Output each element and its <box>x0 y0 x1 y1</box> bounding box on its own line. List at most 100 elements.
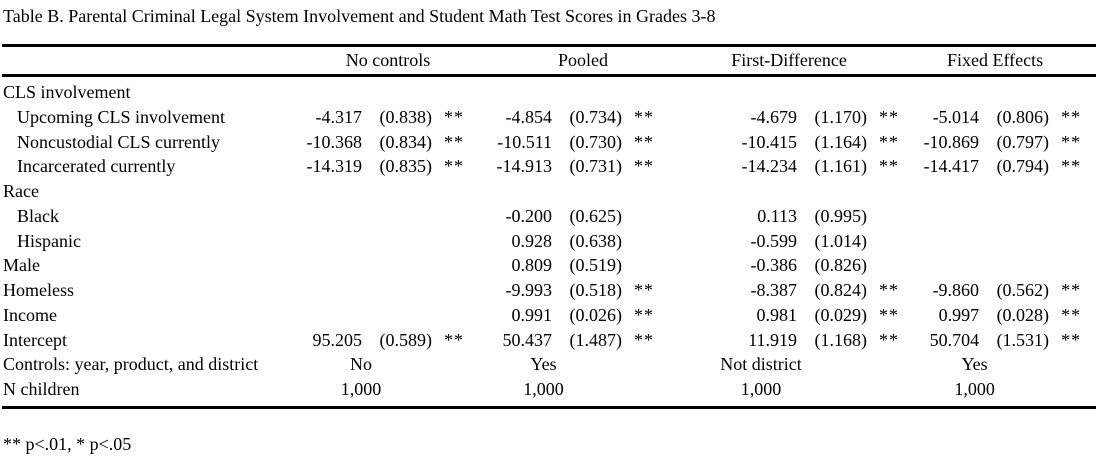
se-value: (0.794) <box>996 156 1050 177</box>
table-row: Controls: year, product, and district No Y… <box>2 352 1096 377</box>
sig-stars: ** <box>634 131 655 152</box>
se-value: (0.834) <box>379 131 433 152</box>
sig-stars: ** <box>634 156 655 177</box>
se-value: (0.797) <box>996 131 1050 152</box>
label-column-header <box>2 45 290 77</box>
row-label: Noncustodial CLS currently <box>17 131 220 152</box>
summary-value: Yes <box>961 354 988 375</box>
sig-cell <box>1049 352 1096 377</box>
sig-cell <box>1049 377 1096 407</box>
sig-stars: ** <box>444 106 464 127</box>
coef-value: -0.386 <box>750 255 798 276</box>
summary-value: Not district <box>720 354 802 375</box>
sig-stars: ** <box>1061 329 1082 350</box>
coef-value <box>290 278 362 303</box>
se-value: (0.824) <box>814 280 868 301</box>
sig-stars: ** <box>634 304 655 325</box>
coef-value: 50.437 <box>502 329 553 350</box>
coef-value <box>290 204 362 229</box>
column-header-fixed-effects: Fixed Effects <box>900 45 1097 77</box>
coef-value <box>290 303 362 328</box>
se-value: (1.531) <box>996 329 1050 350</box>
se-value <box>362 229 432 254</box>
column-header-pooled: Pooled <box>465 45 656 77</box>
se-value: (1.168) <box>814 329 868 350</box>
table-row: Race <box>2 179 1096 204</box>
sig-cell <box>622 352 655 377</box>
se-value <box>979 204 1049 229</box>
sig-stars: ** <box>634 280 655 301</box>
se-value: (1.487) <box>569 329 623 350</box>
sig-stars: ** <box>634 106 655 127</box>
row-label: Black <box>17 205 59 226</box>
table-row: Upcoming CLS involvement -4.317 (0.838) ** -… <box>2 105 1096 130</box>
se-value: (0.826) <box>814 255 868 276</box>
sig-cell <box>867 352 900 377</box>
coef-value: -9.860 <box>932 280 980 301</box>
table-row: Black -0.200 (0.625) 0.113 (0.995) <box>2 204 1096 229</box>
sig-stars: ** <box>1061 280 1082 301</box>
table-row: Income 0.991 (0.026) ** 0.981 (0.029) ** 0.997 (… <box>2 303 1096 328</box>
sig-stars: ** <box>444 156 464 177</box>
row-label: Male <box>3 255 40 276</box>
coef-value: 0.997 <box>938 304 980 325</box>
se-value: (0.026) <box>569 304 623 325</box>
se-value: (0.625) <box>569 205 623 226</box>
table-row: Incarcerated currently -14.319 (0.835) ** -1… <box>2 154 1096 179</box>
sig-cell <box>432 377 465 407</box>
row-label: CLS involvement <box>3 82 131 102</box>
sig-stars: ** <box>879 131 900 152</box>
coef-value: -0.200 <box>505 205 553 226</box>
se-value: (1.164) <box>814 131 868 152</box>
sig-stars <box>432 204 465 229</box>
sig-stars <box>432 278 465 303</box>
table-row: Intercept 95.205 (0.589) ** 50.437 (1.487) ** 1… <box>2 328 1096 353</box>
se-value <box>362 253 432 278</box>
se-value: (1.170) <box>814 106 868 127</box>
coef-value: 95.205 <box>312 329 363 350</box>
table-row: Hispanic 0.928 (0.638) -0.599 (1.014) <box>2 229 1096 254</box>
summary-value: 1,000 <box>340 379 382 400</box>
header-row: No controls Pooled First-Difference Fixe… <box>2 45 1097 77</box>
sig-stars: ** <box>1061 131 1082 152</box>
coef-value: 0.809 <box>511 255 553 276</box>
coef-value: 50.704 <box>929 329 980 350</box>
sig-stars: ** <box>444 329 464 350</box>
coef-value: -0.599 <box>750 230 798 251</box>
coef-value <box>290 253 362 278</box>
se-value: (1.014) <box>814 230 868 251</box>
row-label: Homeless <box>3 280 74 301</box>
coef-value: 0.991 <box>511 304 553 325</box>
se-value: (0.638) <box>569 230 623 251</box>
se-value <box>362 303 432 328</box>
coef-value: -14.417 <box>923 156 980 177</box>
coef-value: -8.387 <box>750 280 798 301</box>
coef-value: 11.919 <box>748 329 798 350</box>
se-value <box>362 278 432 303</box>
se-value: (0.518) <box>569 280 623 301</box>
summary-value: Yes <box>530 354 557 375</box>
sig-stars: ** <box>444 131 464 152</box>
sig-stars <box>622 204 655 229</box>
se-value <box>979 229 1049 254</box>
column-header-no-controls: No controls <box>290 45 466 77</box>
coef-value <box>290 229 362 254</box>
sig-stars <box>1049 253 1096 278</box>
sig-stars: ** <box>879 280 900 301</box>
sig-stars: ** <box>1061 304 1082 325</box>
coef-value <box>900 253 979 278</box>
coef-value <box>900 229 979 254</box>
sig-cell <box>867 377 900 407</box>
sig-stars <box>622 253 655 278</box>
sig-stars <box>1049 229 1096 254</box>
significance-footnote: ** p<.01, * p<.05 <box>3 433 132 454</box>
se-value <box>979 253 1049 278</box>
sig-stars: ** <box>1061 106 1082 127</box>
row-label: Controls: year, product, and district <box>3 354 259 375</box>
se-value: (0.835) <box>379 156 433 177</box>
sig-cell <box>622 377 655 407</box>
se-value: (0.734) <box>569 106 623 127</box>
row-label: Race <box>3 181 39 202</box>
se-value: (0.731) <box>569 156 623 177</box>
